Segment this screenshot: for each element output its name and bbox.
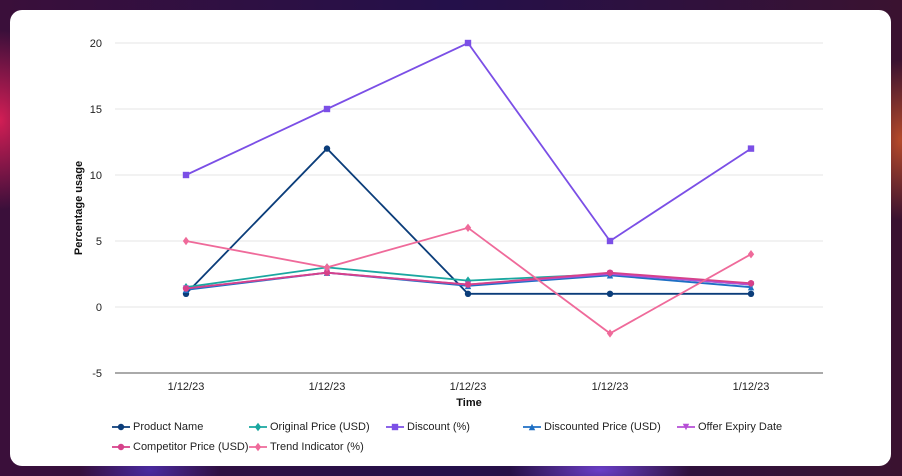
x-tick-label: 1/12/23 [450, 381, 487, 393]
legend-swatch-marker [528, 423, 536, 431]
data-point [606, 269, 614, 276]
series-0 [182, 145, 755, 297]
series-2 [182, 39, 755, 245]
legend-swatch [249, 442, 267, 452]
data-point [606, 329, 614, 338]
x-axis-ticks: 1/12/23 1/12/23 1/12/23 1/12/23 1/12/23 [168, 381, 770, 393]
legend-swatch-marker [391, 423, 399, 431]
data-point [747, 250, 755, 259]
legend-swatch [386, 423, 404, 431]
legend-label: Offer Expiry Date [698, 421, 783, 433]
legend-label: Discounted Price (USD) [544, 421, 661, 433]
chart-card [10, 10, 891, 466]
data-point [464, 281, 472, 288]
legend-item[interactable]: Product Name [112, 419, 249, 435]
legend-swatch [112, 443, 130, 451]
data-point [323, 145, 331, 152]
data-point [747, 290, 755, 297]
data-point [323, 105, 331, 113]
legend-swatch-marker [254, 442, 262, 452]
legend-item[interactable]: Discount (%) [386, 419, 523, 435]
legend-label: Product Name [133, 421, 204, 433]
legend-label: Original Price (USD) [270, 421, 370, 433]
x-tick-label: 1/12/23 [733, 381, 770, 393]
data-point [182, 171, 190, 179]
y-axis-ticks: -5 0 5 10 15 20 [90, 38, 102, 380]
legend-item[interactable]: Trend Indicator (%) [249, 439, 386, 455]
x-axis-title: Time [456, 397, 481, 409]
legend-swatch [523, 423, 541, 431]
data-point [747, 145, 755, 152]
x-tick-label: 1/12/23 [592, 381, 629, 393]
series-line [185, 41, 752, 243]
data-point [182, 236, 190, 246]
data-point [464, 223, 472, 232]
data-point [323, 263, 331, 272]
y-tick-label: 10 [90, 170, 102, 182]
legend-swatch [677, 423, 695, 431]
series-line [185, 147, 751, 295]
data-point [606, 237, 614, 245]
legend-swatch-marker [117, 443, 125, 451]
data-point [464, 290, 472, 297]
legend-label: Trend Indicator (%) [270, 441, 364, 453]
legend-item[interactable]: Competitor Price (USD) [112, 439, 249, 455]
series-6 [182, 223, 755, 338]
data-point [747, 280, 755, 287]
x-tick-label: 1/12/23 [168, 381, 205, 393]
chart-legend: Product Name Original Price (USD) Discount… [112, 419, 832, 455]
legend-swatch-marker [682, 423, 690, 431]
y-axis-title: Percentage usage [73, 161, 85, 255]
legend-swatch [112, 423, 130, 431]
series-lines [182, 39, 755, 338]
legend-swatch-marker [117, 423, 125, 431]
legend-label: Competitor Price (USD) [133, 441, 249, 453]
y-tick-label: 15 [90, 104, 102, 116]
legend-item[interactable]: Discounted Price (USD) [523, 419, 677, 435]
y-tick-label: 5 [96, 236, 102, 248]
y-tick-label: -5 [92, 368, 102, 380]
data-point [323, 269, 331, 276]
y-tick-label: 20 [90, 38, 102, 50]
legend-swatch-marker [254, 422, 262, 432]
legend-label: Discount (%) [407, 421, 470, 433]
legend-item[interactable]: Original Price (USD) [249, 419, 386, 435]
legend-swatch [249, 422, 267, 432]
data-point [182, 285, 190, 292]
x-tick-label: 1/12/23 [309, 381, 346, 393]
legend-item[interactable]: Offer Expiry Date [677, 419, 797, 435]
data-point [606, 290, 614, 297]
series-5 [182, 269, 755, 292]
data-point [464, 39, 472, 47]
y-tick-label: 0 [96, 302, 102, 314]
gridlines [115, 42, 823, 308]
